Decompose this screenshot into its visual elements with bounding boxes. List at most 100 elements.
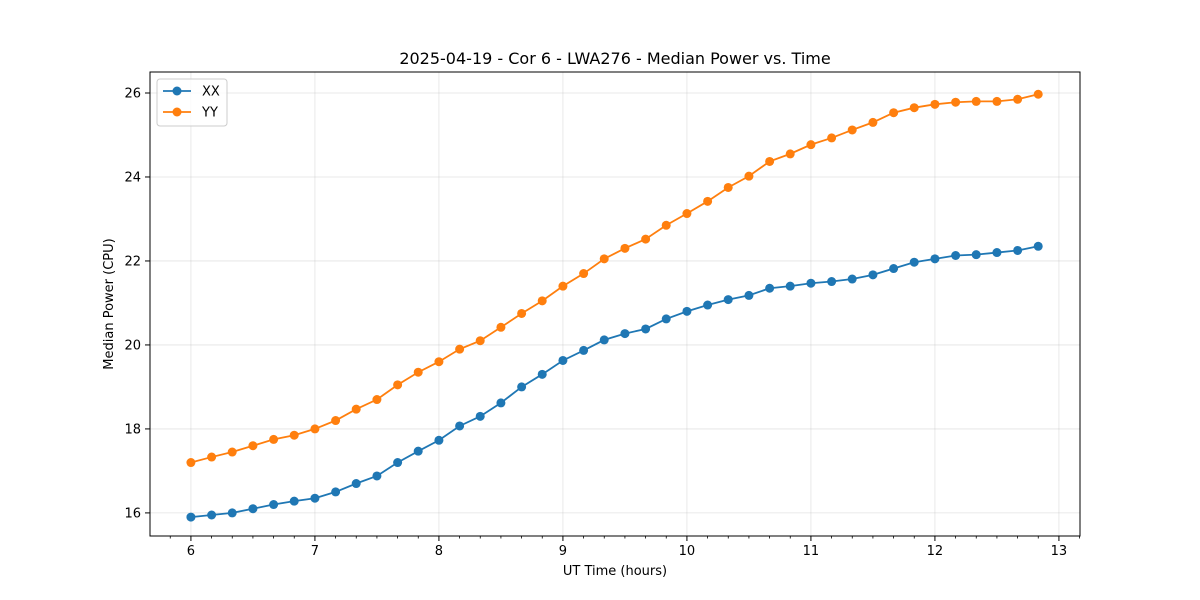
x-tick-label: 12 <box>927 544 944 559</box>
series-point-yy <box>248 441 258 451</box>
series-point-xx <box>723 295 733 305</box>
x-tick-label: 8 <box>435 544 443 559</box>
series-point-xx <box>806 278 816 288</box>
series-point-yy <box>269 434 279 444</box>
series-point-xx <box>351 479 361 489</box>
y-tick-label: 18 <box>124 422 141 437</box>
series-point-yy <box>785 149 795 159</box>
series-point-yy <box>558 281 568 291</box>
legend-marker-xx <box>172 86 182 96</box>
series-point-xx <box>579 345 589 355</box>
series-point-yy <box>207 452 217 462</box>
x-tick-label: 9 <box>559 544 567 559</box>
series-point-xx <box>413 446 423 456</box>
series-point-yy <box>517 308 527 318</box>
series-point-xx <box>517 382 527 392</box>
grid <box>150 72 1080 536</box>
series-point-yy <box>930 99 940 109</box>
series-point-xx <box>186 512 196 522</box>
series-point-yy <box>599 254 609 264</box>
series-point-yy <box>372 395 382 405</box>
series-point-xx <box>496 398 506 408</box>
series-point-yy <box>1033 89 1043 99</box>
series-point-xx <box>909 257 919 267</box>
series-point-yy <box>496 322 506 332</box>
series-point-xx <box>537 369 547 379</box>
series-point-xx <box>930 254 940 264</box>
series-point-xx <box>703 300 713 310</box>
series-point-xx <box>682 306 692 316</box>
y-tick-label: 20 <box>124 338 141 353</box>
series-point-yy <box>806 140 816 150</box>
series-point-xx <box>372 471 382 481</box>
series-point-xx <box>971 250 981 260</box>
series-point-xx <box>765 283 775 293</box>
y-tick-label: 22 <box>124 254 141 269</box>
x-tick-label: 10 <box>679 544 696 559</box>
series-point-yy <box>889 108 899 118</box>
series-point-yy <box>331 416 341 426</box>
series-point-xx <box>847 274 857 284</box>
series-point-yy <box>579 269 589 279</box>
series-point-yy <box>351 404 361 414</box>
series-point-xx <box>227 508 237 518</box>
series-point-xx <box>599 335 609 345</box>
x-tick-label: 7 <box>311 544 319 559</box>
series-point-xx <box>310 493 320 503</box>
series-point-yy <box>475 336 485 346</box>
y-axis-label: Median Power (CPU) <box>102 238 117 369</box>
series-point-yy <box>992 96 1002 106</box>
series-point-yy <box>310 424 320 434</box>
series-point-yy <box>434 357 444 367</box>
series-point-yy <box>620 243 630 253</box>
series-point-xx <box>393 458 403 468</box>
legend-marker-yy <box>172 107 182 117</box>
series-point-yy <box>455 344 465 354</box>
x-tick-label: 13 <box>1051 544 1068 559</box>
minor-ticks <box>169 536 1080 539</box>
y-tick-label: 26 <box>124 86 141 101</box>
series-point-xx <box>289 496 299 506</box>
chart-title: 2025-04-19 - Cor 6 - LWA276 - Median Pow… <box>399 49 830 68</box>
series-point-yy <box>393 380 403 390</box>
series-point-yy <box>682 209 692 219</box>
series-point-xx <box>1013 245 1023 255</box>
series-point-xx <box>434 435 444 445</box>
series-point-xx <box>992 248 1002 258</box>
series-point-xx <box>248 504 258 514</box>
x-tick-label: 6 <box>187 544 195 559</box>
series-point-xx <box>827 277 837 287</box>
series-point-yy <box>413 367 423 377</box>
x-tick-label: 11 <box>803 544 820 559</box>
series-point-xx <box>331 487 341 497</box>
series-point-yy <box>723 182 733 192</box>
series-point-xx <box>951 251 961 261</box>
series-point-yy <box>227 447 237 457</box>
series-point-xx <box>1033 241 1043 251</box>
series-point-yy <box>537 296 547 306</box>
series-point-xx <box>455 421 465 431</box>
series-point-xx <box>744 290 754 300</box>
series-point-xx <box>269 500 279 510</box>
y-tick-label: 24 <box>124 170 141 185</box>
series-point-xx <box>620 329 630 339</box>
series-point-yy <box>847 125 857 135</box>
y-tick-label: 16 <box>124 506 141 521</box>
series-point-yy <box>971 96 981 106</box>
series-point-xx <box>868 270 878 280</box>
legend-label-xx: XX <box>202 85 220 100</box>
series-point-yy <box>703 196 713 206</box>
series-point-yy <box>909 103 919 113</box>
series-point-yy <box>744 171 754 181</box>
series-point-xx <box>785 281 795 291</box>
series-point-xx <box>889 264 899 274</box>
x-axis-label: UT Time (hours) <box>563 564 667 579</box>
series <box>186 89 1043 522</box>
series-point-yy <box>765 156 775 166</box>
series-point-yy <box>1013 94 1023 104</box>
series-point-xx <box>475 411 485 421</box>
series-point-yy <box>186 458 196 468</box>
series-point-yy <box>661 220 671 230</box>
legend-label-yy: YY <box>201 106 218 121</box>
